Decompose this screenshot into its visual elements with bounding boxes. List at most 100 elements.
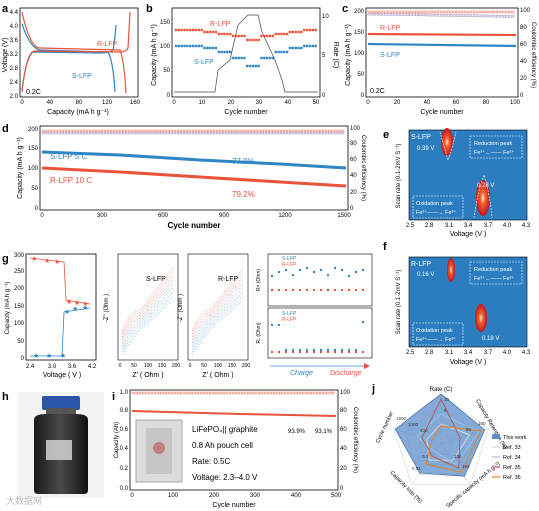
data-point [417, 13, 421, 17]
data-point [206, 46, 209, 50]
data-point [189, 28, 192, 32]
data-point [283, 50, 286, 54]
data-point [211, 131, 214, 135]
panel-letter-i: i [112, 391, 115, 403]
xlabel-a: Capacity (mA h g⁻¹) [47, 109, 109, 116]
data-point [90, 131, 93, 135]
data-point [180, 44, 183, 48]
this-work-area [394, 393, 486, 477]
data-point [287, 129, 290, 133]
data-point [300, 391, 303, 395]
data-point [297, 391, 300, 395]
rct-label: Rᶜᵗ (Ohm) [256, 269, 262, 291]
data-point [90, 129, 93, 133]
data-point [50, 129, 54, 133]
discharge-label: Discharge [330, 370, 362, 377]
data-point [250, 129, 254, 133]
y2tick: 0 [322, 93, 326, 99]
data-point [385, 10, 388, 14]
data-point [441, 10, 444, 14]
y2ticks-d: 0 20 40 60 80 100 [350, 126, 361, 212]
data-point [450, 14, 453, 17]
reduction-peak-hotspot [441, 128, 453, 156]
xtick: 4.3 [522, 223, 531, 229]
data-point [279, 391, 283, 395]
data-point [341, 269, 343, 271]
data-point [181, 129, 184, 133]
data-point [297, 46, 300, 50]
data-point [226, 50, 229, 54]
data-point [485, 14, 489, 18]
data-point [69, 131, 72, 135]
data-point [409, 13, 412, 16]
ce-points-c [367, 10, 515, 18]
data-point [429, 13, 433, 17]
rs-frame [267, 307, 373, 359]
data-point [159, 131, 163, 135]
ytick: 0 [21, 356, 25, 362]
panel-j: j Rate (C) Capacity Retention (%) Specif… [371, 383, 527, 509]
data-point [240, 56, 243, 60]
data-point [114, 131, 117, 135]
data-point [338, 129, 342, 133]
data-point [111, 131, 114, 135]
data-point [494, 14, 498, 18]
data-point [271, 324, 273, 326]
leg-r-top: R-LFP [282, 262, 297, 268]
data-point [299, 269, 301, 271]
data-point [278, 289, 280, 291]
data-point [160, 391, 164, 395]
data-point [247, 391, 251, 395]
yticks-d: 0 50 100 150 200 [28, 127, 39, 212]
data-point [117, 131, 120, 135]
data-point [238, 129, 242, 133]
data-point [254, 38, 257, 42]
data-point [429, 10, 433, 14]
data-point [385, 13, 388, 16]
data-point [468, 14, 471, 17]
data-point [259, 391, 262, 395]
legend-swatch [492, 434, 500, 439]
data-point [412, 10, 415, 14]
data-point [211, 30, 215, 34]
tick: 400 [420, 428, 428, 433]
data-point [302, 129, 305, 133]
data-point [156, 131, 160, 135]
line1-i: 0.8 Ah pouch cell [192, 441, 253, 450]
data-point [305, 131, 308, 135]
title-e: S-LFP [411, 134, 431, 141]
data-point [251, 64, 255, 68]
ztick: 150 [158, 363, 167, 369]
xtick: 20 [394, 100, 401, 106]
data-point [471, 10, 474, 14]
data-point [53, 129, 57, 133]
data-point [214, 46, 218, 50]
r-lfp-capacity-line [367, 32, 517, 37]
data-point [214, 30, 218, 34]
data-point [272, 131, 275, 135]
data-point [435, 13, 439, 17]
data-point: ★ [31, 255, 37, 263]
data-point [348, 351, 350, 353]
panel-c: c R-LFP S-LFP 0.2C 0 50 100 150 200 0 20… [342, 3, 536, 116]
data-point [93, 129, 96, 133]
data-point [75, 131, 78, 135]
data-point [275, 129, 278, 133]
y2tick: 100 [520, 8, 531, 14]
xtick: 100 [168, 493, 179, 499]
xlabel-d: Cycle number [168, 221, 221, 230]
xtick: 2.8 [425, 223, 434, 229]
xtick: 2.5 [406, 223, 415, 229]
data-point [147, 131, 151, 135]
data-point [320, 351, 322, 353]
pct1-i: 93.9% [288, 429, 306, 435]
box1-f: Reduction peak [474, 267, 512, 273]
ytick: 2.8 [10, 66, 19, 72]
data-point [308, 44, 312, 48]
data-point [244, 131, 248, 135]
data-point [131, 391, 135, 395]
data-point [320, 269, 322, 271]
data-point [191, 44, 195, 48]
ytick: 200 [14, 286, 25, 292]
